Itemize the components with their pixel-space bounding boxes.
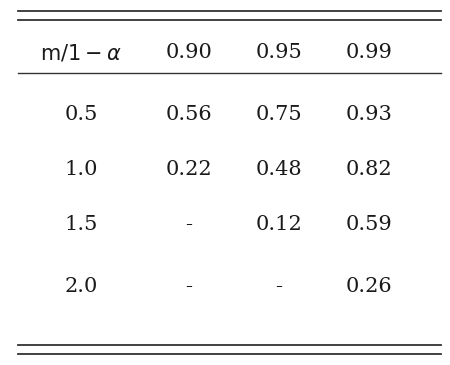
Text: 0.75: 0.75	[256, 105, 302, 124]
Text: 0.5: 0.5	[64, 105, 98, 124]
Text: 2.0: 2.0	[64, 277, 98, 296]
Text: 0.95: 0.95	[256, 43, 302, 62]
Text: 0.26: 0.26	[346, 277, 392, 296]
Text: -: -	[185, 215, 193, 234]
Text: 0.56: 0.56	[166, 105, 212, 124]
Text: 0.22: 0.22	[166, 160, 212, 179]
Text: 0.59: 0.59	[346, 215, 392, 234]
Text: 1.5: 1.5	[64, 215, 98, 234]
Text: -: -	[185, 277, 193, 296]
Text: 1.0: 1.0	[64, 160, 98, 179]
Text: 0.93: 0.93	[346, 105, 392, 124]
Text: 0.99: 0.99	[346, 43, 392, 62]
Text: 0.90: 0.90	[166, 43, 212, 62]
Text: -: -	[275, 277, 283, 296]
Text: 0.12: 0.12	[256, 215, 302, 234]
Text: 0.82: 0.82	[346, 160, 392, 179]
Text: 0.48: 0.48	[256, 160, 302, 179]
Text: $\mathrm{m}/1 - \alpha$: $\mathrm{m}/1 - \alpha$	[40, 42, 122, 64]
